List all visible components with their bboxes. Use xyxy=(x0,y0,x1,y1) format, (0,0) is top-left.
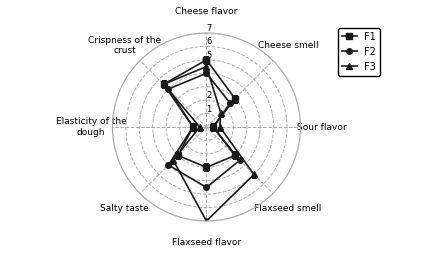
Legend: F1, F2, F3: F1, F2, F3 xyxy=(338,28,380,76)
